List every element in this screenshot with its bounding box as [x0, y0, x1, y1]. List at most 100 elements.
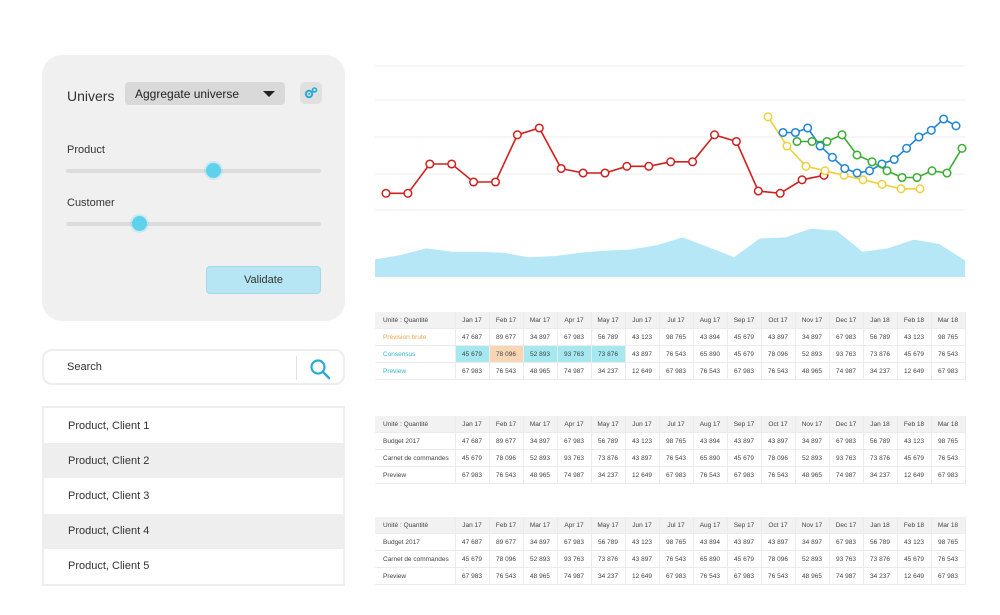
- table-cell[interactable]: 78 096: [489, 345, 524, 363]
- table-cell[interactable]: 93 763: [557, 449, 592, 467]
- table-cell[interactable]: 48 965: [795, 567, 830, 585]
- table-cell[interactable]: 93 763: [829, 345, 864, 363]
- table-cell[interactable]: 45 679: [455, 449, 490, 467]
- table-cell[interactable]: 45 679: [727, 449, 762, 467]
- table-cell[interactable]: 67 983: [455, 362, 490, 380]
- table-cell[interactable]: 67 983: [931, 362, 966, 380]
- table-cell[interactable]: 73 876: [863, 345, 898, 363]
- table-cell[interactable]: 76 543: [761, 567, 796, 585]
- table-cell[interactable]: 67 983: [829, 533, 864, 551]
- table-cell[interactable]: 47 687: [455, 533, 490, 551]
- table-cell[interactable]: 45 679: [727, 550, 762, 568]
- table-cell[interactable]: 43 897: [625, 345, 660, 363]
- table-cell[interactable]: 98 765: [931, 328, 966, 346]
- table-cell[interactable]: 67 983: [557, 533, 592, 551]
- table-cell[interactable]: 67 983: [727, 466, 762, 484]
- table-cell[interactable]: 12 649: [897, 466, 932, 484]
- list-item[interactable]: Product, Client 2: [44, 443, 343, 479]
- table-cell[interactable]: 74 987: [557, 567, 592, 585]
- table-cell[interactable]: 43 123: [625, 533, 660, 551]
- table-cell[interactable]: 43 123: [625, 432, 660, 450]
- table-cell[interactable]: 93 763: [829, 550, 864, 568]
- table-cell[interactable]: 34 897: [795, 432, 830, 450]
- table-cell[interactable]: 76 543: [489, 466, 524, 484]
- table-cell[interactable]: 78 096: [489, 449, 524, 467]
- table-cell[interactable]: 76 543: [931, 345, 966, 363]
- table-cell[interactable]: 93 763: [557, 345, 592, 363]
- table-cell[interactable]: 93 763: [557, 550, 592, 568]
- table-cell[interactable]: 98 765: [659, 533, 694, 551]
- list-item[interactable]: Product, Client 3: [44, 478, 343, 513]
- table-cell[interactable]: 67 983: [455, 567, 490, 585]
- table-cell[interactable]: 67 983: [659, 362, 694, 380]
- table-cell[interactable]: 56 789: [863, 432, 898, 450]
- list-item[interactable]: Product, Client 4: [44, 513, 343, 549]
- table-cell[interactable]: 74 987: [829, 466, 864, 484]
- table-cell[interactable]: 45 679: [897, 550, 932, 568]
- table-cell[interactable]: 43 897: [727, 432, 762, 450]
- table-cell[interactable]: 67 983: [659, 567, 694, 585]
- table-cell[interactable]: 34 897: [523, 432, 558, 450]
- table-cell[interactable]: 67 983: [727, 362, 762, 380]
- table-cell[interactable]: 67 983: [829, 432, 864, 450]
- table-cell[interactable]: 12 649: [625, 466, 660, 484]
- table-cell[interactable]: 76 543: [659, 345, 694, 363]
- table-cell[interactable]: 43 123: [897, 533, 932, 551]
- search-input[interactable]: Search: [67, 361, 102, 373]
- table-cell[interactable]: 89 677: [489, 533, 524, 551]
- table-cell[interactable]: 43 897: [761, 432, 796, 450]
- table-cell[interactable]: 73 876: [863, 550, 898, 568]
- table-cell[interactable]: 43 897: [727, 533, 762, 551]
- validate-button[interactable]: Validate: [206, 266, 321, 294]
- table-cell[interactable]: 76 543: [693, 466, 728, 484]
- table-cell[interactable]: 52 893: [795, 345, 830, 363]
- table-cell[interactable]: 98 765: [659, 328, 694, 346]
- table-cell[interactable]: 73 876: [863, 449, 898, 467]
- table-cell[interactable]: 34 237: [591, 567, 626, 585]
- table-cell[interactable]: 34 897: [523, 328, 558, 346]
- table-cell[interactable]: 48 965: [523, 567, 558, 585]
- settings-button[interactable]: [300, 82, 322, 104]
- table-cell[interactable]: 34 237: [591, 362, 626, 380]
- table-cell[interactable]: 45 679: [897, 345, 932, 363]
- search-button[interactable]: [308, 357, 332, 381]
- table-cell[interactable]: 52 893: [523, 345, 558, 363]
- table-cell[interactable]: 74 987: [829, 362, 864, 380]
- table-cell[interactable]: 45 679: [455, 345, 490, 363]
- list-item[interactable]: Product, Client 5: [44, 549, 343, 584]
- univers-select[interactable]: Aggregate universe: [125, 82, 285, 105]
- table-cell[interactable]: 78 096: [489, 550, 524, 568]
- table-cell[interactable]: 73 876: [591, 449, 626, 467]
- table-cell[interactable]: 93 763: [829, 449, 864, 467]
- table-cell[interactable]: 89 677: [489, 432, 524, 450]
- table-cell[interactable]: 56 789: [591, 533, 626, 551]
- table-cell[interactable]: 43 123: [897, 432, 932, 450]
- table-cell[interactable]: 47 687: [455, 432, 490, 450]
- product-slider-thumb[interactable]: [206, 163, 222, 178]
- product-slider-track[interactable]: [66, 163, 321, 178]
- table-cell[interactable]: 48 965: [523, 466, 558, 484]
- table-cell[interactable]: 78 096: [761, 345, 796, 363]
- table-cell[interactable]: 43 897: [625, 449, 660, 467]
- table-cell[interactable]: 45 679: [727, 328, 762, 346]
- table-cell[interactable]: 76 543: [693, 362, 728, 380]
- table-cell[interactable]: 48 965: [795, 466, 830, 484]
- table-cell[interactable]: 76 543: [659, 550, 694, 568]
- table-cell[interactable]: 67 983: [557, 432, 592, 450]
- table-cell[interactable]: 78 096: [761, 449, 796, 467]
- table-cell[interactable]: 45 679: [727, 345, 762, 363]
- table-cell[interactable]: 34 897: [795, 533, 830, 551]
- table-cell[interactable]: 74 987: [557, 466, 592, 484]
- table-cell[interactable]: 12 649: [897, 362, 932, 380]
- table-cell[interactable]: 76 543: [761, 362, 796, 380]
- table-cell[interactable]: 34 897: [795, 328, 830, 346]
- table-cell[interactable]: 34 237: [591, 466, 626, 484]
- table-cell[interactable]: 89 677: [489, 328, 524, 346]
- table-cell[interactable]: 76 543: [489, 567, 524, 585]
- list-item[interactable]: Product, Client 1: [44, 408, 343, 443]
- table-cell[interactable]: 65 890: [693, 345, 728, 363]
- table-cell[interactable]: 52 893: [523, 449, 558, 467]
- table-cell[interactable]: 56 789: [591, 328, 626, 346]
- table-cell[interactable]: 34 237: [863, 466, 898, 484]
- table-cell[interactable]: 43 894: [693, 328, 728, 346]
